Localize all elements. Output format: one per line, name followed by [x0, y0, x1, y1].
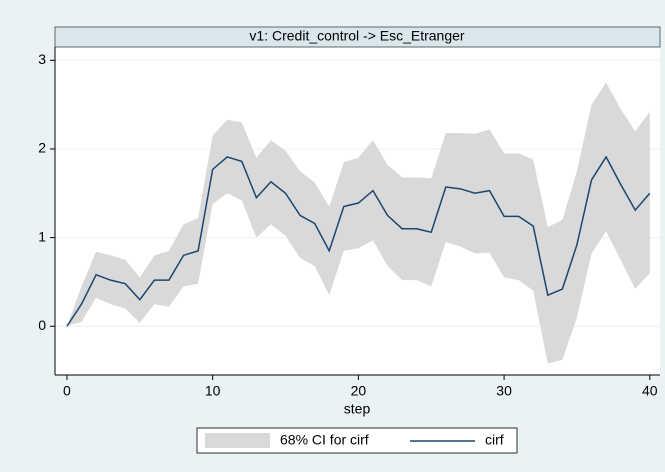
x-tick-label: 20 [351, 383, 367, 399]
x-tick-label: 40 [642, 383, 658, 399]
x-tick-label: 30 [496, 383, 512, 399]
y-tick-label: 0 [38, 317, 46, 333]
legend-label: cirf [485, 432, 504, 448]
chart-title: v1: Credit_control -> Esc_Etranger [249, 28, 464, 44]
legend-swatch [205, 433, 270, 448]
y-tick-label: 3 [38, 51, 46, 67]
y-tick-label: 1 [38, 228, 46, 244]
x-tick-label: 10 [205, 383, 221, 399]
title-bar [54, 26, 661, 48]
x-axis-label: step [344, 401, 371, 417]
ci-band [66, 82, 650, 364]
x-tick-label: 0 [63, 383, 71, 399]
y-tick-label: 2 [38, 140, 46, 156]
line [66, 155, 651, 327]
legend-label: 68% CI for cirf [280, 432, 369, 448]
